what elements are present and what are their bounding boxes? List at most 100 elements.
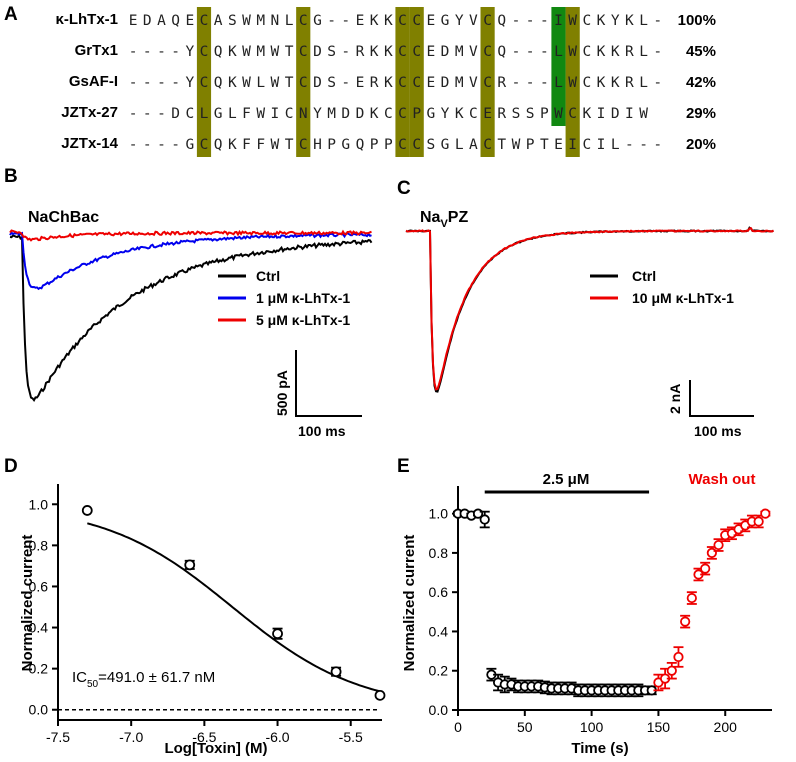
residue: E <box>185 13 194 29</box>
residue: W <box>271 75 280 91</box>
alignment-panel: κ-LhTx-1 E D A Q E C A S W M N L C G - - E K K C C E G Y V C Q - - - I W… <box>55 7 716 157</box>
residue: I <box>568 137 577 153</box>
residue: C <box>398 106 407 122</box>
residue: - <box>129 44 138 60</box>
residue: C <box>285 106 294 122</box>
residue: K <box>384 13 393 29</box>
residue: L <box>611 137 620 153</box>
residue: A <box>157 13 166 29</box>
residue: - <box>327 13 336 29</box>
residue: E <box>356 75 365 91</box>
residue: C <box>398 44 407 60</box>
d-x-tick-label: -7.5 <box>46 729 70 745</box>
residue: K <box>597 44 606 60</box>
panel-letter-c: C <box>397 178 411 199</box>
residue: - <box>512 13 521 29</box>
residue: R <box>497 75 506 91</box>
residue: - <box>143 137 152 153</box>
residue: L <box>554 44 563 60</box>
residue: L <box>639 13 648 29</box>
residue: C <box>483 75 492 91</box>
residue: I <box>271 106 280 122</box>
residue: Q <box>214 137 223 153</box>
e-x-axis-label: Time (s) <box>571 740 628 757</box>
residue: K <box>625 13 634 29</box>
residue: Y <box>185 75 194 91</box>
cys-column-highlight <box>409 7 424 157</box>
scale-bar-b <box>295 350 362 417</box>
residue: P <box>370 137 379 153</box>
residue: K <box>228 75 237 91</box>
residue: C <box>483 13 492 29</box>
d-x-axis-label: Log[Toxin] (M) <box>164 740 267 757</box>
e-data-point <box>700 563 711 574</box>
toxin-name: GrTx1 <box>75 42 118 59</box>
residue: I <box>625 106 634 122</box>
residue: K <box>228 44 237 60</box>
residue: K <box>370 13 379 29</box>
residue: - <box>512 75 521 91</box>
residue: P <box>412 106 421 122</box>
residue: R <box>497 106 506 122</box>
residue: G <box>341 137 350 153</box>
residue: G <box>441 137 450 153</box>
e-data-point <box>479 514 490 525</box>
residue: K <box>370 44 379 60</box>
residue: S <box>427 137 436 153</box>
residue: S <box>526 106 535 122</box>
e-data-point <box>673 651 684 663</box>
residue: D <box>356 106 365 122</box>
residue: M <box>327 106 336 122</box>
residue: W <box>271 137 280 153</box>
residue: C <box>582 75 591 91</box>
ic50-annotation: IC50=491.0 ± 61.7 nM <box>72 669 215 690</box>
residue: S <box>327 44 336 60</box>
residue: - <box>653 75 662 91</box>
residue: Q <box>171 13 180 29</box>
residue: L <box>639 44 648 60</box>
residue: R <box>356 44 365 60</box>
residue: K <box>582 106 591 122</box>
residue: M <box>256 13 265 29</box>
residue: D <box>171 106 180 122</box>
residue: C <box>200 75 209 91</box>
residue: I <box>597 106 606 122</box>
residue: C <box>299 137 308 153</box>
residue: - <box>341 75 350 91</box>
residue: C <box>582 13 591 29</box>
residue: - <box>171 44 180 60</box>
residue: T <box>285 137 294 153</box>
residue: C <box>200 137 209 153</box>
residue: K <box>228 137 237 153</box>
residue: - <box>526 44 535 60</box>
trace-c-ctrl <box>405 226 774 393</box>
residue: A <box>214 13 223 29</box>
legend-label-ctrl: Ctrl <box>256 268 280 284</box>
e-data-point <box>753 516 764 527</box>
residue: K <box>611 75 620 91</box>
e-x-tick-label: 0 <box>454 719 462 735</box>
nachbac-traces-panel: NaChBac Ctrl 1 μM κ-LhTx-1 5 μM κ-LhTx-1… <box>9 209 373 439</box>
residue: D <box>143 13 152 29</box>
residue: - <box>540 44 549 60</box>
panel-letter-d: D <box>4 456 18 477</box>
residue: W <box>242 75 251 91</box>
toxin-bar-label: 2.5 μM <box>543 471 590 488</box>
residue: L <box>200 106 209 122</box>
residue: V <box>469 13 478 29</box>
residue: P <box>526 137 535 153</box>
identity-percent: 45% <box>686 43 716 60</box>
residue: D <box>611 106 620 122</box>
e-data-point <box>706 547 717 559</box>
residue: - <box>129 137 138 153</box>
trace-1um <box>9 230 372 291</box>
residue: Y <box>611 13 620 29</box>
residue: R <box>625 44 634 60</box>
residue: E <box>427 13 436 29</box>
residue: G <box>441 13 450 29</box>
residue: F <box>242 106 251 122</box>
e-data-point <box>680 616 691 627</box>
residue: - <box>540 13 549 29</box>
residue: C <box>412 75 421 91</box>
